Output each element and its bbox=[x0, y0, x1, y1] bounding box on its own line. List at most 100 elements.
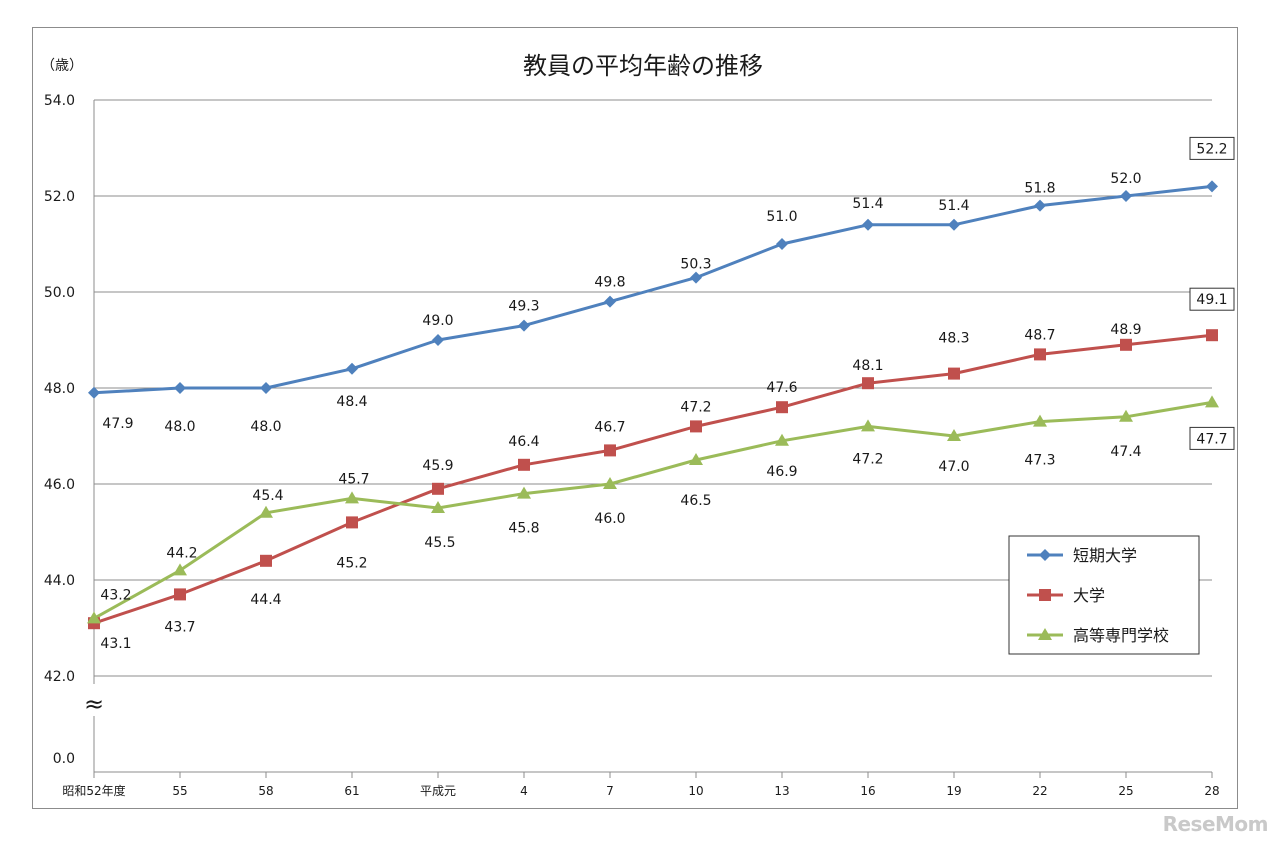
x-tick-label: 16 bbox=[860, 784, 875, 798]
data-point-university bbox=[174, 588, 186, 601]
y-tick-label: 48.0 bbox=[44, 381, 75, 397]
x-tick-label: 19 bbox=[946, 784, 961, 798]
data-label-university: 45.9 bbox=[422, 458, 453, 474]
data-label-technical-college: 47.0 bbox=[938, 459, 969, 475]
data-point-short-college bbox=[690, 271, 702, 284]
y-tick-label: 54.0 bbox=[44, 93, 75, 109]
data-point-short-college bbox=[1206, 180, 1218, 193]
y-tick-label: 46.0 bbox=[44, 477, 75, 493]
data-label-short-college: 52.2 bbox=[1196, 141, 1227, 157]
data-label-technical-college: 47.3 bbox=[1024, 453, 1055, 469]
data-point-technical-college bbox=[1119, 409, 1133, 422]
legend-label-technical-college: 高等専門学校 bbox=[1073, 626, 1169, 645]
data-point-university bbox=[260, 554, 272, 567]
data-point-technical-college bbox=[431, 501, 445, 513]
line-chart: 教員の平均年齢の推移 （歳） 54.0 52.0 50.0 48.0 46.0 44.0 42.… bbox=[41, 52, 1235, 798]
data-label-short-college: 49.3 bbox=[508, 299, 539, 315]
data-point-short-college bbox=[518, 319, 530, 332]
data-point-technical-college bbox=[517, 486, 531, 499]
data-point-short-college bbox=[604, 295, 616, 308]
legend-marker-technical-college bbox=[1038, 628, 1052, 640]
legend-label-short-college: 短期大学 bbox=[1073, 546, 1137, 565]
x-tick-label: 55 bbox=[172, 784, 187, 798]
x-tick-label: 13 bbox=[774, 784, 789, 798]
y-tick-label: 52.0 bbox=[44, 189, 75, 205]
y-tick-label: 44.0 bbox=[44, 573, 75, 589]
y-tick-label: 50.0 bbox=[44, 285, 75, 301]
data-label-short-college: 51.4 bbox=[938, 198, 969, 214]
data-point-technical-college bbox=[775, 433, 789, 446]
series-line-short-college bbox=[93, 184, 1213, 395]
data-point-university bbox=[1120, 338, 1132, 351]
data-label-short-college: 51.8 bbox=[1024, 181, 1055, 197]
x-tick-label: 28 bbox=[1204, 784, 1219, 798]
data-label-technical-college: 45.5 bbox=[424, 535, 455, 551]
axis-break-symbol: ≈ bbox=[84, 690, 104, 718]
data-point-university bbox=[862, 377, 874, 390]
data-point-short-college bbox=[432, 334, 444, 346]
series-line-technical-college bbox=[93, 400, 1213, 620]
data-label-technical-college: 43.2 bbox=[100, 587, 131, 603]
data-point-technical-college bbox=[947, 429, 961, 441]
data-point-technical-college bbox=[259, 505, 273, 518]
data-point-university bbox=[1034, 348, 1046, 361]
x-tick-label: 7 bbox=[606, 784, 614, 798]
data-point-technical-college bbox=[861, 419, 875, 432]
data-point-short-college bbox=[1120, 190, 1132, 202]
data-label-university: 45.2 bbox=[336, 555, 367, 571]
data-point-short-college bbox=[1034, 199, 1046, 212]
data-label-university: 43.1 bbox=[100, 636, 131, 652]
series-line-university bbox=[93, 333, 1213, 625]
data-label-box bbox=[1189, 136, 1235, 160]
chart-title: 教員の平均年齢の推移 bbox=[523, 52, 763, 80]
y-axis-label: （歳） bbox=[41, 58, 83, 74]
data-label-technical-college: 44.2 bbox=[166, 545, 197, 561]
data-label-technical-college: 45.4 bbox=[252, 488, 283, 504]
data-point-technical-college bbox=[345, 491, 359, 504]
data-label-university: 47.2 bbox=[680, 399, 711, 415]
x-tick-label: 22 bbox=[1032, 784, 1047, 798]
data-point-short-college bbox=[346, 362, 358, 375]
x-tick-label: 58 bbox=[258, 784, 273, 798]
data-label-box bbox=[1189, 287, 1235, 311]
x-tick-label: 4 bbox=[520, 784, 528, 798]
data-label-university: 46.4 bbox=[508, 434, 539, 450]
data-point-university bbox=[432, 482, 444, 495]
data-label-university: 48.1 bbox=[852, 358, 883, 374]
data-point-university bbox=[1206, 329, 1218, 342]
data-point-technical-college bbox=[173, 563, 187, 576]
data-label-technical-college: 47.2 bbox=[852, 451, 883, 467]
x-tick-label: 10 bbox=[688, 784, 703, 798]
data-label-technical-college: 45.8 bbox=[508, 521, 539, 537]
x-tick-label: 平成元 bbox=[420, 784, 456, 798]
data-label-university: 46.7 bbox=[594, 419, 625, 435]
data-label-technical-college: 47.7 bbox=[1196, 431, 1227, 447]
data-label-short-college: 50.3 bbox=[680, 257, 711, 273]
legend-marker-university bbox=[1039, 589, 1051, 601]
x-tick-label: 25 bbox=[1118, 784, 1133, 798]
data-label-short-college: 48.0 bbox=[164, 419, 195, 435]
data-point-short-college bbox=[174, 382, 186, 394]
data-label-university: 44.4 bbox=[250, 592, 281, 608]
data-point-university bbox=[776, 401, 788, 414]
watermark-logo: ReseMom bbox=[1162, 812, 1269, 836]
data-label-university: 48.9 bbox=[1110, 322, 1141, 338]
data-label-technical-college: 47.4 bbox=[1110, 444, 1141, 460]
data-label-technical-college: 46.9 bbox=[766, 464, 797, 480]
data-point-technical-college bbox=[87, 611, 101, 624]
data-point-technical-college bbox=[603, 477, 617, 489]
data-label-short-college: 47.9 bbox=[102, 416, 133, 432]
data-label-short-college: 49.0 bbox=[422, 313, 453, 329]
data-point-technical-college bbox=[1205, 395, 1219, 408]
data-point-university bbox=[948, 367, 960, 380]
data-point-short-college bbox=[776, 238, 788, 250]
data-point-technical-college bbox=[1033, 414, 1047, 427]
data-label-technical-college: 45.7 bbox=[338, 471, 369, 487]
data-label-university: 43.7 bbox=[164, 619, 195, 635]
data-point-university bbox=[690, 420, 702, 433]
data-point-short-college bbox=[88, 386, 100, 399]
data-label-university: 48.7 bbox=[1024, 327, 1055, 343]
legend-label-university: 大学 bbox=[1073, 586, 1105, 605]
data-label-short-college: 51.0 bbox=[766, 209, 797, 225]
